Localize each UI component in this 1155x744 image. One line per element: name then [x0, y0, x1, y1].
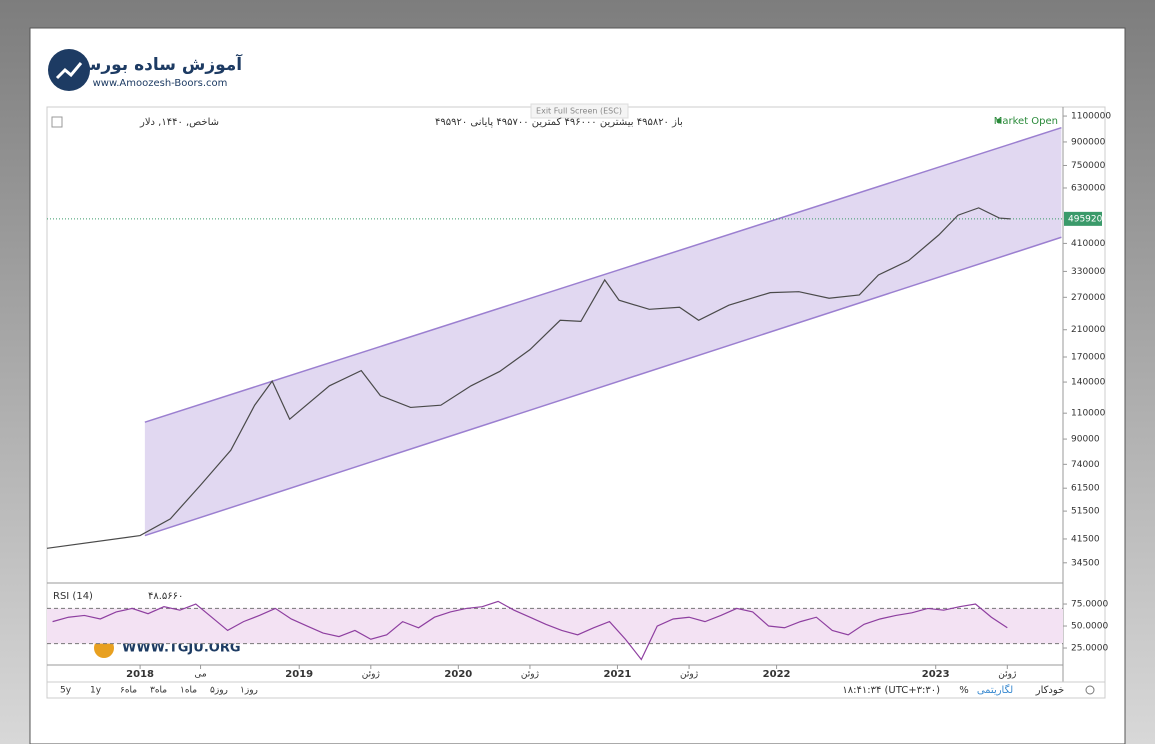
x-tick-label: ژوئن [998, 670, 1016, 680]
y-tick-label: 410000 [1071, 239, 1106, 249]
y-tick-label: 51500 [1071, 507, 1100, 517]
symbol: شاخص, ۱۴۴۰, دلار [139, 117, 219, 128]
y-tick-label: 330000 [1071, 267, 1106, 277]
chart-frame [46, 106, 1106, 699]
range-button[interactable]: 5y [60, 686, 72, 696]
y-tick-label: 34500 [1071, 558, 1100, 568]
y-tick-label: 170000 [1071, 353, 1106, 363]
y-tick-label: 61500 [1071, 484, 1100, 494]
last-price-label: 495920 [1068, 214, 1103, 224]
x-tick-label: 2018 [126, 669, 154, 680]
clock: ۱۸:۴۱:۳۴ (UTC+۳:۳۰) [842, 685, 940, 696]
y-tick-label: 270000 [1071, 293, 1106, 303]
y-tick-label: 90000 [1071, 435, 1100, 445]
channel-fill [144, 127, 1062, 536]
range-button[interactable]: ۶ماه [120, 686, 137, 696]
y-tick-label: 50.0000 [1071, 622, 1108, 632]
auto-toggle[interactable]: خودکار [1035, 685, 1064, 696]
exit-button[interactable] [530, 103, 629, 119]
rsi-band [47, 608, 1063, 644]
x-tick-label: 2020 [444, 669, 472, 680]
y-tick-label: 630000 [1071, 183, 1106, 193]
logo-icon [48, 49, 90, 91]
range-button[interactable]: ۱روز [240, 686, 258, 696]
range-button[interactable]: ۵روز [210, 686, 228, 696]
x-tick-label: 2019 [285, 669, 313, 680]
status: Market Open [994, 116, 1058, 127]
percent-toggle[interactable]: % [959, 685, 969, 696]
y-tick-label: 140000 [1071, 378, 1106, 388]
collapse-button[interactable] [51, 116, 63, 128]
channel-lower [144, 236, 1062, 537]
x-tick-label: ژوئن [521, 670, 539, 680]
y-tick-label: 210000 [1071, 325, 1106, 335]
range-button[interactable]: ۳ماه [150, 686, 167, 696]
logo-title: آموزش ساده بورس [78, 53, 243, 75]
y-tick-label: 1100000 [1071, 112, 1111, 122]
x-tick-label: 2022 [763, 669, 791, 680]
y-tick-label: 25.0000 [1071, 644, 1108, 654]
logo-arrow [55, 62, 83, 80]
status-dot [996, 118, 1002, 124]
x-tick-label: ژوئن [362, 670, 380, 680]
y-tick-label: 75.0000 [1071, 600, 1108, 610]
x-tick-label: ژوئن [680, 670, 698, 680]
x-tick-label: 2023 [922, 669, 950, 680]
exit-label[interactable]: Exit Full Screen (ESC) [536, 107, 622, 116]
log-toggle[interactable]: لگاریتمی [977, 684, 1013, 696]
series-line [46, 207, 1011, 549]
watermark: WWW.TGJU.ORG [122, 641, 241, 656]
x-tick-label: می [194, 670, 207, 680]
y-tick-label: 74000 [1071, 460, 1100, 470]
logo-url: www.Amoozesh-Boors.com [93, 78, 228, 89]
settings[interactable] [1085, 685, 1095, 695]
range-button[interactable]: ۱ماه [180, 686, 197, 696]
last-price-box [1064, 211, 1102, 226]
rsi-value: ۴۸.۵۶۶۰ [148, 591, 183, 602]
y-tick-label: 41500 [1071, 534, 1100, 544]
y-tick-label: 750000 [1071, 161, 1106, 171]
ohlc: باز ۴۹۵۸۲۰ بیشترین ۴۹۶۰۰۰ کمترین ۴۹۵۷۰۰ … [435, 117, 683, 128]
channel-upper [144, 126, 1062, 423]
series-line [52, 600, 1008, 661]
y-tick-label: 110000 [1071, 409, 1106, 419]
rsi-title: RSI (14) [53, 591, 93, 602]
range-button[interactable]: 1y [90, 686, 102, 696]
y-tick-label: 900000 [1071, 137, 1106, 147]
x-tick-label: 2021 [604, 669, 632, 680]
